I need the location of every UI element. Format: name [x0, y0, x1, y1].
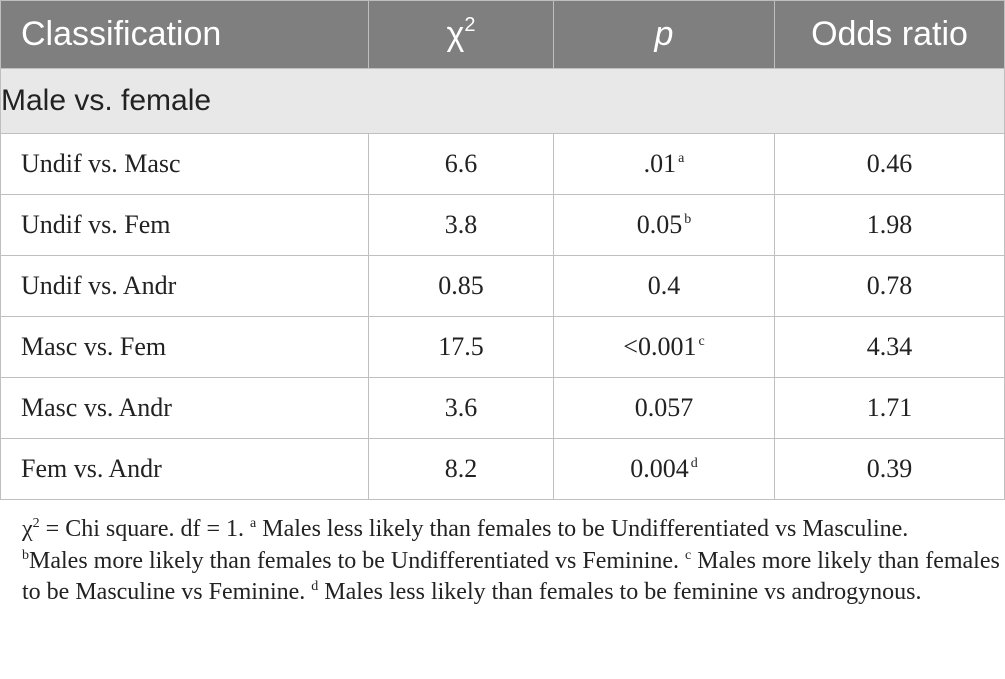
p-value-text: 0.05	[636, 210, 683, 239]
p-value-footnote-mark: a	[678, 151, 685, 166]
p-value-text: <0.001	[623, 332, 697, 361]
footnote-text-b: Males more likely than females to be Und…	[29, 547, 686, 574]
table-footnote: χ2 = Chi square. df = 1. a Males less li…	[0, 500, 1002, 609]
row-classification: Undif vs. Fem	[0, 194, 369, 256]
row-chi-square: 0.85	[368, 255, 554, 317]
row-chi-square: 3.6	[368, 377, 554, 439]
table-row: Undif vs. Andr 0.85 0.4 0.78	[0, 255, 1005, 317]
header-chi-symbol: χ	[446, 15, 465, 53]
row-p-value: <0.001 c	[553, 316, 775, 378]
footnote-mark-c: c	[685, 547, 692, 563]
row-classification: Masc vs. Fem	[0, 316, 369, 378]
p-value-footnote-mark: b	[684, 212, 692, 227]
results-table: Classification χ2 p Odds ratio Male vs. …	[0, 0, 1005, 500]
table-header-row: Classification χ2 p Odds ratio	[0, 0, 1005, 69]
footnote-text-c: Males more likely than females to be Mas…	[22, 547, 1000, 606]
header-odds-ratio: Odds ratio	[774, 0, 1005, 69]
row-p-value: 0.4	[553, 255, 775, 317]
footnote-text-a: Males less likely than females to be Und…	[256, 516, 909, 542]
row-classification: Masc vs. Andr	[0, 377, 369, 439]
header-classification: Classification	[0, 0, 369, 69]
row-p-value: 0.05 b	[553, 194, 775, 256]
row-odds-ratio: 0.46	[774, 133, 1005, 195]
table-row: Undif vs. Masc 6.6.01 a 0.46	[0, 133, 1005, 195]
footnote-chi-superscript: 2	[32, 516, 40, 531]
p-value-text: .01	[643, 149, 677, 178]
p-value-footnote-mark: c	[698, 334, 705, 349]
footnote-text-d: Males less likely than females to be fem…	[318, 579, 922, 605]
p-value-footnote-mark: d	[690, 456, 698, 471]
header-p: p	[553, 0, 775, 69]
header-chi-square: χ2	[368, 0, 554, 69]
row-p-value: 0.004 d	[553, 438, 775, 500]
row-classification: Undif vs. Masc	[0, 133, 369, 195]
row-odds-ratio: 4.34	[774, 316, 1005, 378]
row-chi-square: 6.6	[368, 133, 554, 195]
p-value-text: 0.4	[647, 271, 681, 300]
table-row: Undif vs. Fem 3.8 0.05 b 1.98	[0, 194, 1005, 256]
row-classification: Fem vs. Andr	[0, 438, 369, 500]
table-row: Masc vs. Andr 3.6 0.057 1.71	[0, 377, 1005, 439]
row-p-value: 0.057	[553, 377, 775, 439]
row-chi-square: 17.5	[368, 316, 554, 378]
row-odds-ratio: 0.78	[774, 255, 1005, 317]
document: Classification χ2 p Odds ratio Male vs. …	[0, 0, 1005, 609]
footnote-mark-b: b	[22, 547, 29, 563]
p-value-text: 0.057	[634, 393, 694, 422]
row-odds-ratio: 1.98	[774, 194, 1005, 256]
table-row: Fem vs. Andr 8.2 0.004 d 0.39	[0, 438, 1005, 500]
header-p-label: p	[654, 15, 674, 53]
footnote-mark-a: a	[250, 516, 257, 531]
section-title: Male vs. female	[0, 68, 1005, 134]
row-odds-ratio: 0.39	[774, 438, 1005, 500]
row-chi-square: 3.8	[368, 194, 554, 256]
row-odds-ratio: 1.71	[774, 377, 1005, 439]
header-chi-superscript: 2	[464, 14, 476, 36]
footnote-chi-symbol: χ	[22, 516, 33, 542]
p-value-text: 0.004	[630, 454, 689, 483]
footnote-intro: = Chi square. df = 1.	[39, 516, 251, 542]
table-row: Masc vs. Fem 17.5 <0.001 c 4.34	[0, 316, 1005, 378]
footnote-mark-d: d	[311, 579, 319, 594]
row-p-value: .01 a	[553, 133, 775, 195]
section-row: Male vs. female	[0, 68, 1005, 134]
row-chi-square: 8.2	[368, 438, 554, 500]
row-classification: Undif vs. Andr	[0, 255, 369, 317]
